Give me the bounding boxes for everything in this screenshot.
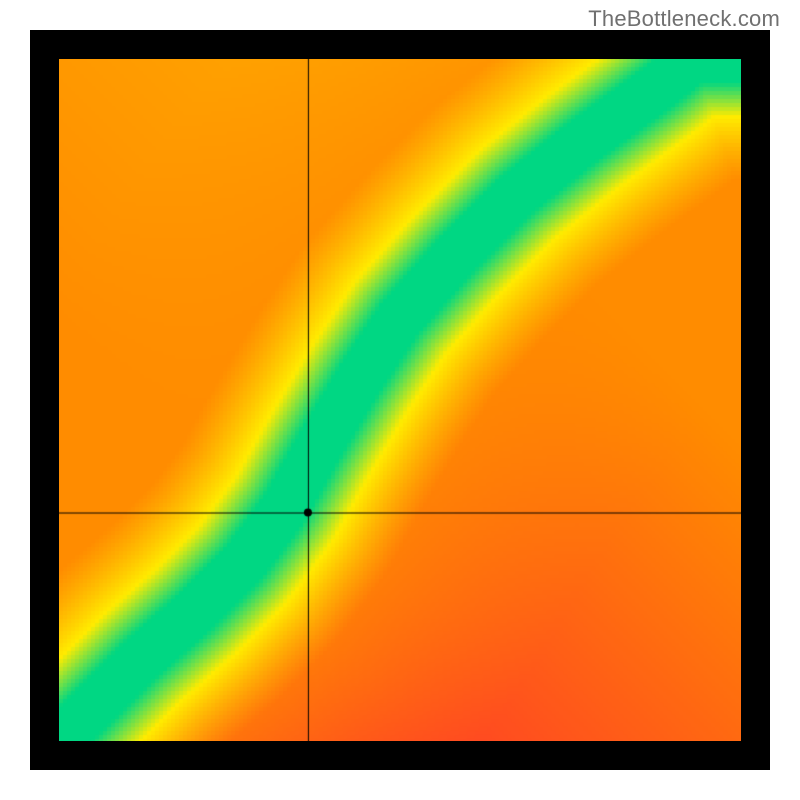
heatmap-canvas xyxy=(59,59,741,741)
watermark-text: TheBottleneck.com xyxy=(588,6,780,32)
chart-container: TheBottleneck.com xyxy=(0,0,800,800)
plot-border xyxy=(30,30,770,770)
